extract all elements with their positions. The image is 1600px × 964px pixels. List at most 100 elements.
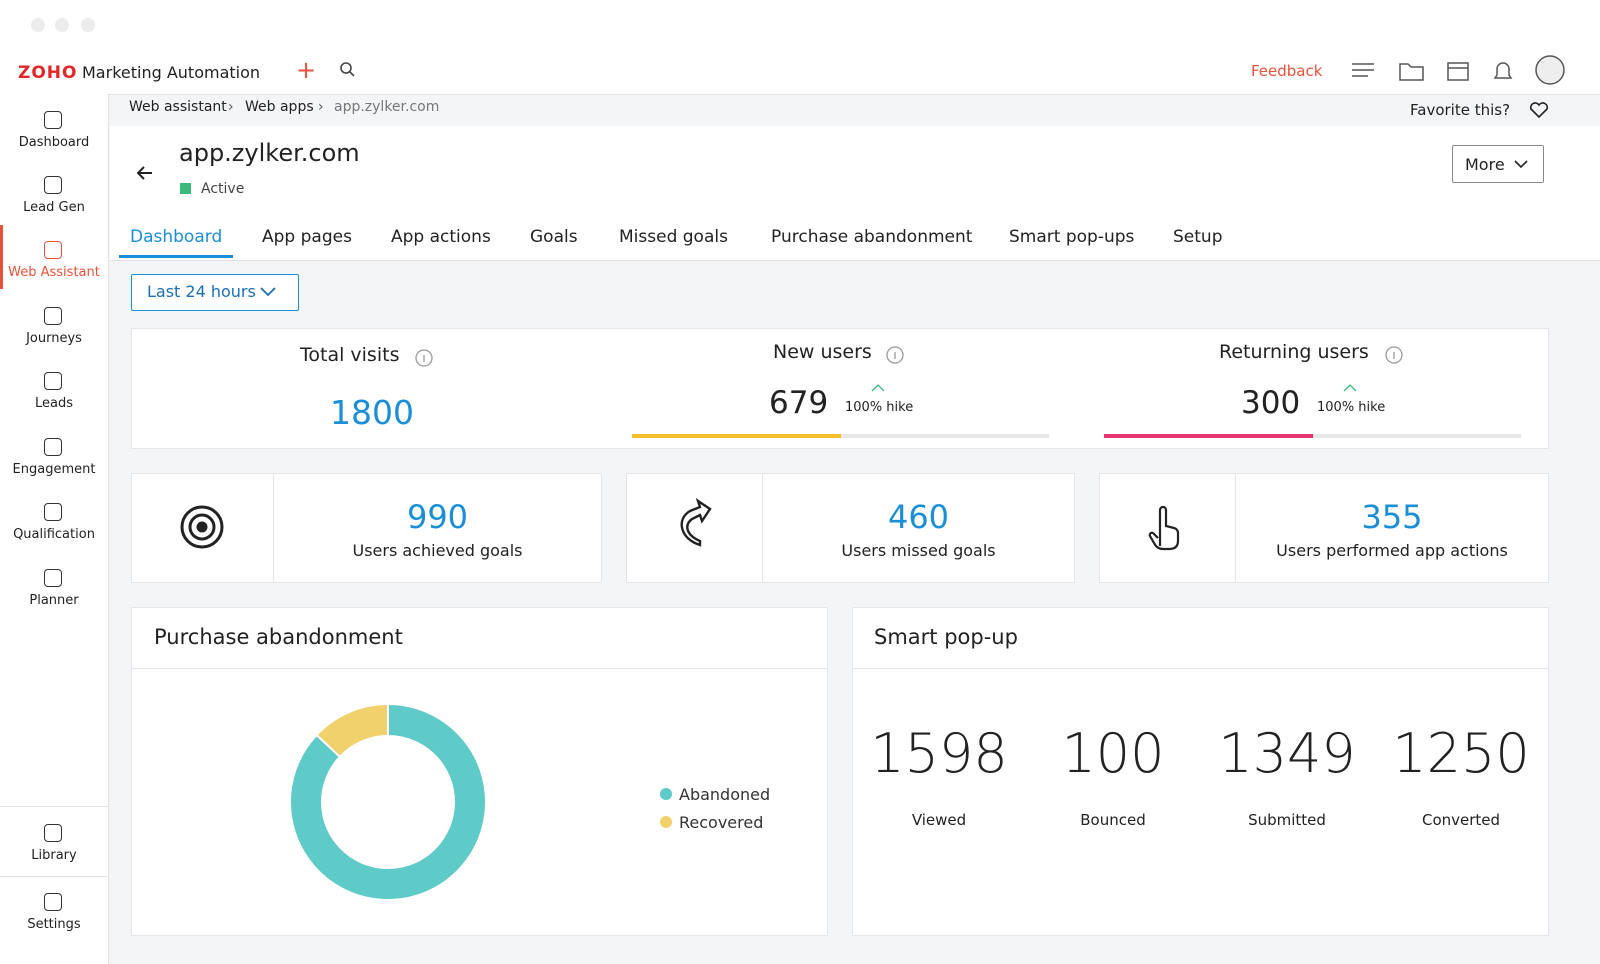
sidebar-item[interactable]: Engagement <box>12 462 96 477</box>
card-label: Users missed goals <box>841 541 996 560</box>
more-label[interactable]: More <box>1465 155 1505 174</box>
favorite[interactable]: Favorite this? <box>1410 101 1511 119</box>
divider <box>0 876 108 877</box>
tab-indicator <box>119 255 233 258</box>
progress-track <box>1104 434 1521 438</box>
tab[interactable]: App actions <box>391 227 491 247</box>
tab[interactable]: Setup <box>1173 227 1223 247</box>
filter-label[interactable]: Last 24 hours <box>147 282 256 301</box>
add-button[interactable]: + <box>296 56 317 84</box>
page-header <box>110 126 1600 261</box>
stats-panel <box>131 328 1549 449</box>
active-indicator <box>0 225 3 289</box>
metric-card <box>626 473 1075 583</box>
legend-label: Recovered <box>679 813 763 832</box>
sidebar-icon[interactable] <box>44 438 62 456</box>
tab[interactable]: Missed goals <box>619 227 728 247</box>
popup-value: 1250 <box>1392 722 1530 785</box>
legend-swatch <box>660 816 672 828</box>
legend-swatch <box>660 788 672 800</box>
sidebar-icon[interactable] <box>44 503 62 521</box>
card-label: Users performed app actions <box>1276 541 1508 560</box>
legend-label: Abandoned <box>679 785 770 804</box>
chevron <box>260 287 276 297</box>
sidebar-icon[interactable] <box>44 569 62 587</box>
status: Active <box>201 181 245 197</box>
tab[interactable]: Goals <box>530 227 578 247</box>
sidebar-icon[interactable] <box>44 307 62 325</box>
sidebar-item[interactable]: Lead Gen <box>23 200 85 215</box>
sidebar-icon[interactable] <box>44 893 62 911</box>
breadcrumb-current: app.zylker.com <box>334 99 440 115</box>
sidebar-icon[interactable] <box>44 241 62 259</box>
progress-fill <box>632 434 841 438</box>
sidebar-item[interactable]: Library <box>31 848 77 863</box>
panel-title: Smart pop-up <box>874 625 1018 649</box>
sidebar-item[interactable]: Settings <box>27 917 81 932</box>
card-value: 460 <box>887 498 950 536</box>
logo: ZOHO <box>18 63 78 83</box>
sidebar-icon[interactable] <box>44 372 62 390</box>
donut-segment <box>315 702 389 759</box>
stat-change: 100% hike <box>845 400 914 415</box>
sidebar-icon[interactable] <box>44 111 62 129</box>
stat-label: Total visits <box>300 344 400 366</box>
progress-track <box>632 434 1049 438</box>
breadcrumb-item[interactable]: Web assistant <box>129 99 227 115</box>
stat-value: 1800 <box>330 393 414 432</box>
search-icon[interactable] <box>340 62 356 78</box>
divider <box>852 668 1549 669</box>
brand: Marketing Automation <box>82 63 261 82</box>
divider <box>0 806 108 807</box>
sidebar <box>0 94 109 964</box>
stat-label: New users <box>773 341 872 363</box>
separator: › <box>318 99 324 115</box>
sidebar-item[interactable]: Web Assistant <box>8 265 100 280</box>
more-button[interactable] <box>1452 145 1544 183</box>
sidebar-icon[interactable] <box>44 176 62 194</box>
card-value: 355 <box>1361 498 1423 536</box>
breadcrumb-item[interactable]: Web apps <box>245 99 314 115</box>
back-arrow[interactable] <box>136 165 154 181</box>
sidebar-item[interactable]: Leads <box>34 396 73 411</box>
tab[interactable]: App pages <box>262 227 352 247</box>
tab[interactable]: Purchase abandonment <box>771 227 973 247</box>
tab[interactable]: Smart pop-ups <box>1009 227 1135 247</box>
metric-card <box>131 473 602 583</box>
sidebar-icon[interactable] <box>44 824 62 842</box>
divider <box>273 473 274 583</box>
stat-value: 679 <box>769 385 829 421</box>
status-dot <box>180 183 191 194</box>
page-title: app.zylker.com <box>179 139 360 167</box>
popup-label: Converted <box>1421 811 1501 829</box>
donut-segment <box>289 702 487 901</box>
card-label: Users achieved goals <box>352 541 523 560</box>
popup-label: Submitted <box>1248 811 1326 829</box>
stat-value: 300 <box>1241 385 1301 421</box>
popup-value: 100 <box>1061 722 1165 785</box>
tab[interactable]: Dashboard <box>130 227 223 247</box>
heart-icon[interactable] <box>1529 101 1549 119</box>
panel-title: Purchase abandonment <box>154 625 403 649</box>
sidebar-item[interactable]: Journeys <box>26 331 82 346</box>
popup-panel <box>852 607 1549 936</box>
feedback[interactable]: Feedback <box>1251 62 1323 80</box>
sidebar-item[interactable]: Planner <box>29 593 79 608</box>
sidebar-item[interactable]: Qualification <box>13 527 95 542</box>
stat-label: Returning users <box>1219 341 1369 363</box>
header-icons[interactable] <box>1350 55 1580 88</box>
sidebar-item[interactable]: Dashboard <box>18 135 90 150</box>
popup-label: Bounced <box>1080 811 1146 829</box>
separator: › <box>228 99 234 115</box>
popup-label: Viewed <box>911 811 967 829</box>
divider <box>1235 473 1236 583</box>
window-dots <box>31 18 95 32</box>
progress-fill <box>1104 434 1313 438</box>
top-bar <box>0 0 1600 95</box>
popup-value: 1349 <box>1218 722 1356 785</box>
divider <box>131 668 828 669</box>
popup-value: 1598 <box>870 722 1008 785</box>
